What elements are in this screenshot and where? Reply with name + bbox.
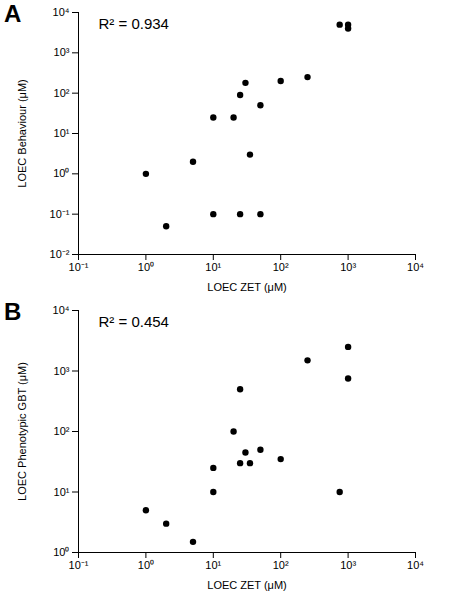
svg-text:LOEC ZET (μM): LOEC ZET (μM): [207, 579, 286, 591]
svg-text:LOEC Behaviour (μM): LOEC Behaviour (μM): [16, 79, 28, 187]
svg-text:10³: 10³: [340, 559, 356, 571]
svg-text:10⁴: 10⁴: [407, 261, 424, 273]
svg-text:LOEC ZET (μM): LOEC ZET (μM): [207, 281, 286, 293]
svg-text:10⁻²: 10⁻²: [50, 248, 70, 260]
svg-text:R² = 0.934: R² = 0.934: [99, 15, 169, 32]
svg-text:10⁻¹: 10⁻¹: [50, 208, 70, 220]
svg-text:10⁰: 10⁰: [53, 167, 69, 179]
svg-text:10¹: 10¹: [205, 559, 221, 571]
html-text:B: B: [4, 298, 22, 325]
svg-text:10⁴: 10⁴: [407, 559, 424, 571]
svg-text:10³: 10³: [340, 261, 356, 273]
svg-text:10²: 10²: [273, 559, 289, 571]
svg-text:10³: 10³: [54, 46, 70, 58]
svg-text:10²: 10²: [54, 87, 70, 99]
svg-text:R² = 0.454: R² = 0.454: [99, 313, 169, 330]
svg-text:10³: 10³: [54, 365, 70, 377]
svg-text:10²: 10²: [273, 261, 289, 273]
svg-text:10⁻¹: 10⁻¹: [69, 559, 89, 571]
svg-text:10⁴: 10⁴: [53, 6, 70, 18]
svg-text:10⁻¹: 10⁻¹: [69, 261, 89, 273]
svg-text:10¹: 10¹: [205, 261, 221, 273]
svg-text:10¹: 10¹: [54, 486, 70, 498]
svg-text:10¹: 10¹: [54, 127, 70, 139]
svg-text:10⁰: 10⁰: [53, 546, 69, 558]
html-text:A: A: [4, 0, 22, 27]
svg-text:LOEC Phenotypic GBT (μM): LOEC Phenotypic GBT (μM): [16, 362, 28, 501]
svg-text:10⁰: 10⁰: [138, 261, 154, 273]
svg-text:10²: 10²: [54, 425, 70, 437]
svg-text:10⁴: 10⁴: [53, 304, 70, 316]
svg-text:10⁰: 10⁰: [138, 559, 154, 571]
